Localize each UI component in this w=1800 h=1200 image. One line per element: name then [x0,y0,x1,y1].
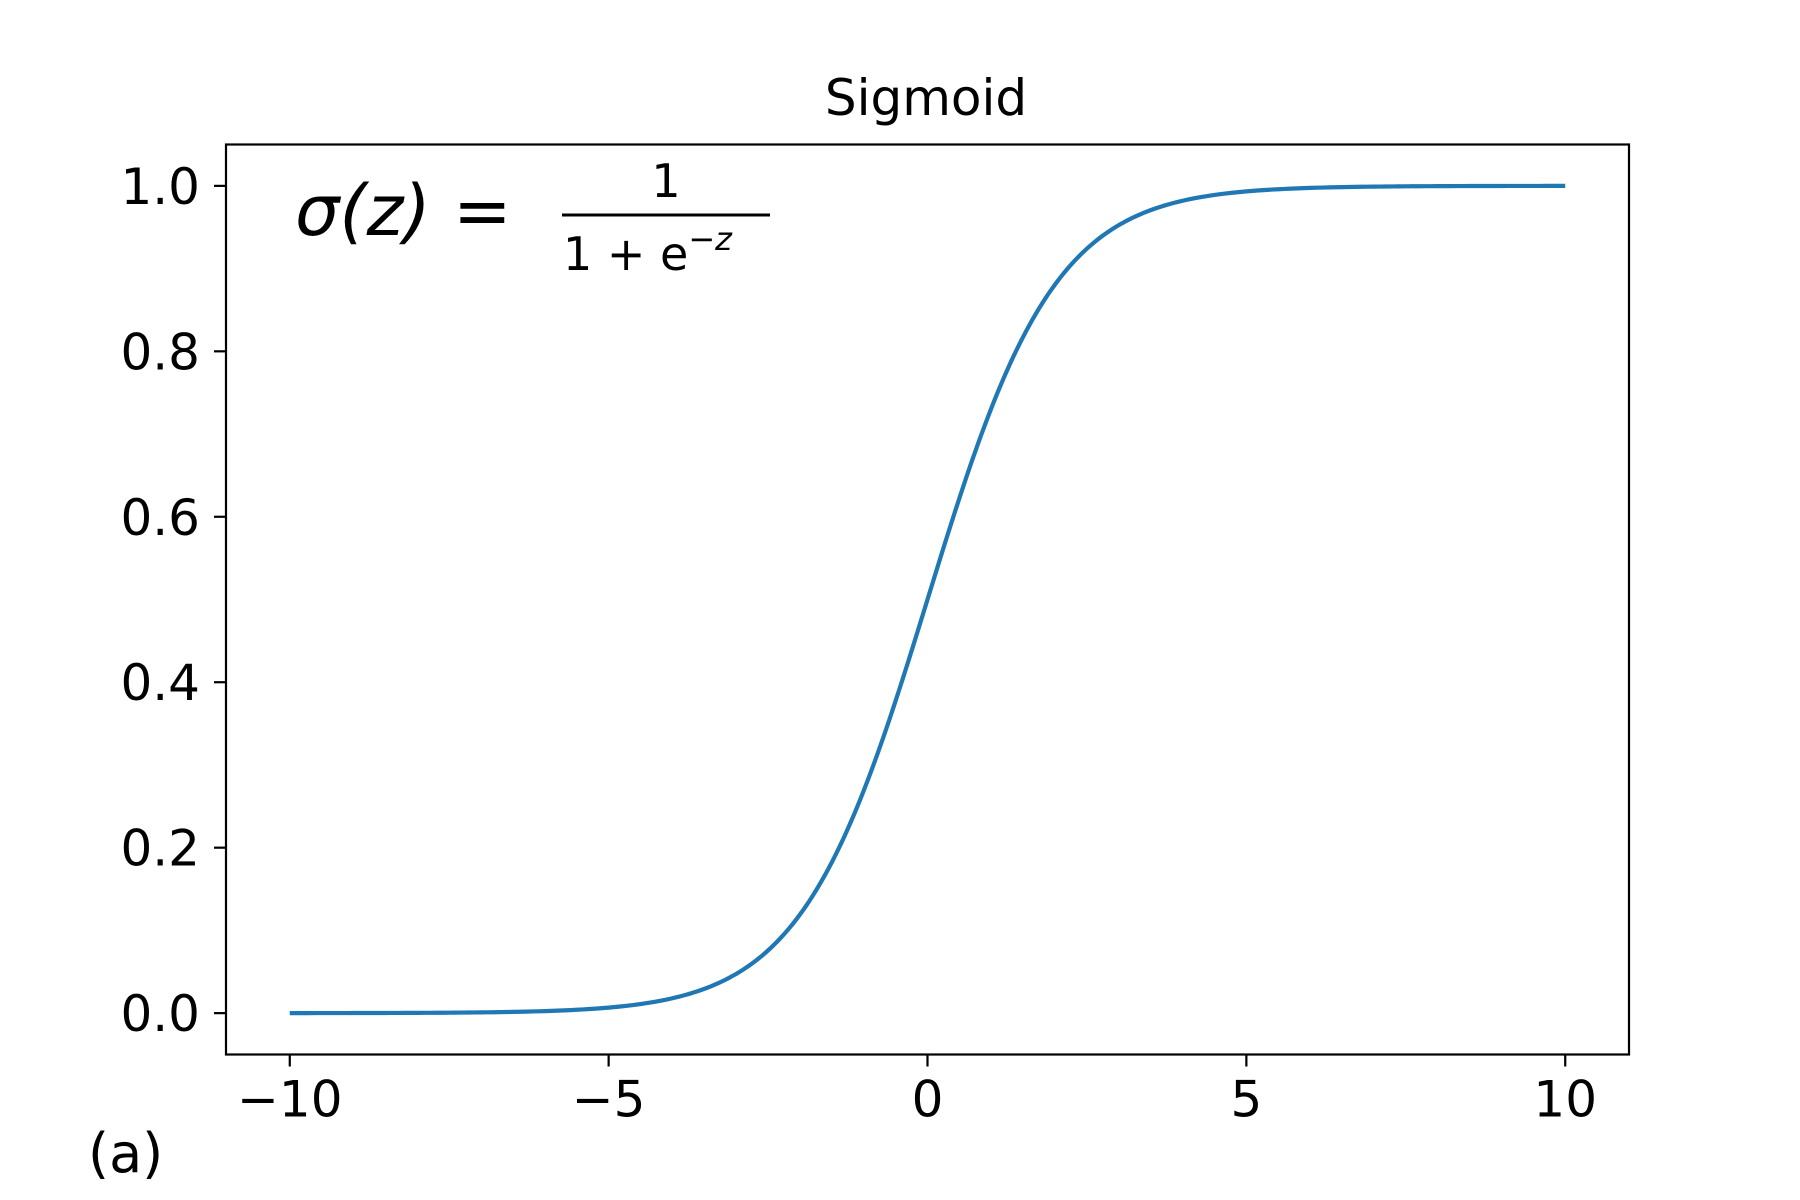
formula-denominator-exponent: −z [688,220,733,258]
formula-numerator: 1 [651,154,680,208]
formula-annotation: σ(z) = 1 1 + e−z [295,154,770,281]
y-tick-label: 1.0 [120,158,200,216]
y-tick-label: 0.2 [120,820,200,878]
x-tick-label: 10 [1533,1071,1597,1129]
x-axis: −10 −5 0 5 10 [237,1054,1597,1129]
formula-denominator-base: 1 + e [563,227,688,281]
y-tick-label: 0.4 [120,654,200,712]
x-tick-label: −10 [237,1071,343,1129]
plot-area [289,183,1566,1016]
formula-lhs: σ(z) = [295,170,512,252]
x-tick-label: 5 [1230,1071,1262,1129]
y-tick-label: 0.0 [120,985,200,1043]
panel-label: (a) [88,1122,163,1185]
x-tick-label: 0 [912,1071,944,1129]
x-tick-label: −5 [572,1071,646,1129]
y-tick-label: 0.6 [120,489,200,547]
y-axis: 0.0 0.2 0.4 0.6 0.8 1.0 [120,158,226,1043]
formula-denominator: 1 + e−z [563,220,733,281]
series-line-0 [289,183,1566,1016]
y-tick-label: 0.8 [120,323,200,381]
chart-title: Sigmoid [825,69,1027,127]
